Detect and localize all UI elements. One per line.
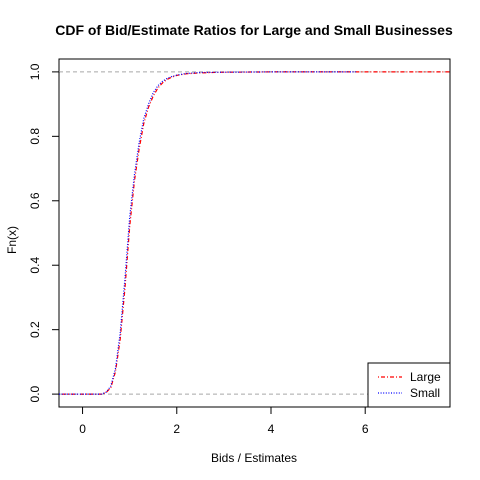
x-tick-label: 4: [268, 422, 275, 436]
chart-title: CDF of Bid/Estimate Ratios for Large and…: [55, 22, 453, 38]
y-tick-label: 0.2: [28, 321, 42, 338]
series-line-large: [59, 71, 450, 395]
x-tick-label: 0: [79, 422, 86, 436]
series-line-small: [59, 71, 356, 395]
y-tick-label: 0.8: [28, 128, 42, 145]
legend: Large Small: [367, 362, 451, 408]
y-tick-label: 0.4: [28, 257, 42, 274]
x-tick-label: 6: [362, 422, 369, 436]
x-tick-label: 2: [173, 422, 180, 436]
legend-box: [367, 362, 451, 408]
y-tick-label: 0.0: [28, 385, 42, 402]
legend-label-large: Large: [410, 370, 441, 384]
y-tick-label: 0.6: [28, 192, 42, 209]
x-axis-label: Bids / Estimates: [211, 451, 297, 465]
y-axis-label: Fn(x): [5, 226, 19, 254]
y-tick-label: 1.0: [28, 63, 42, 80]
legend-label-small: Small: [410, 386, 440, 400]
